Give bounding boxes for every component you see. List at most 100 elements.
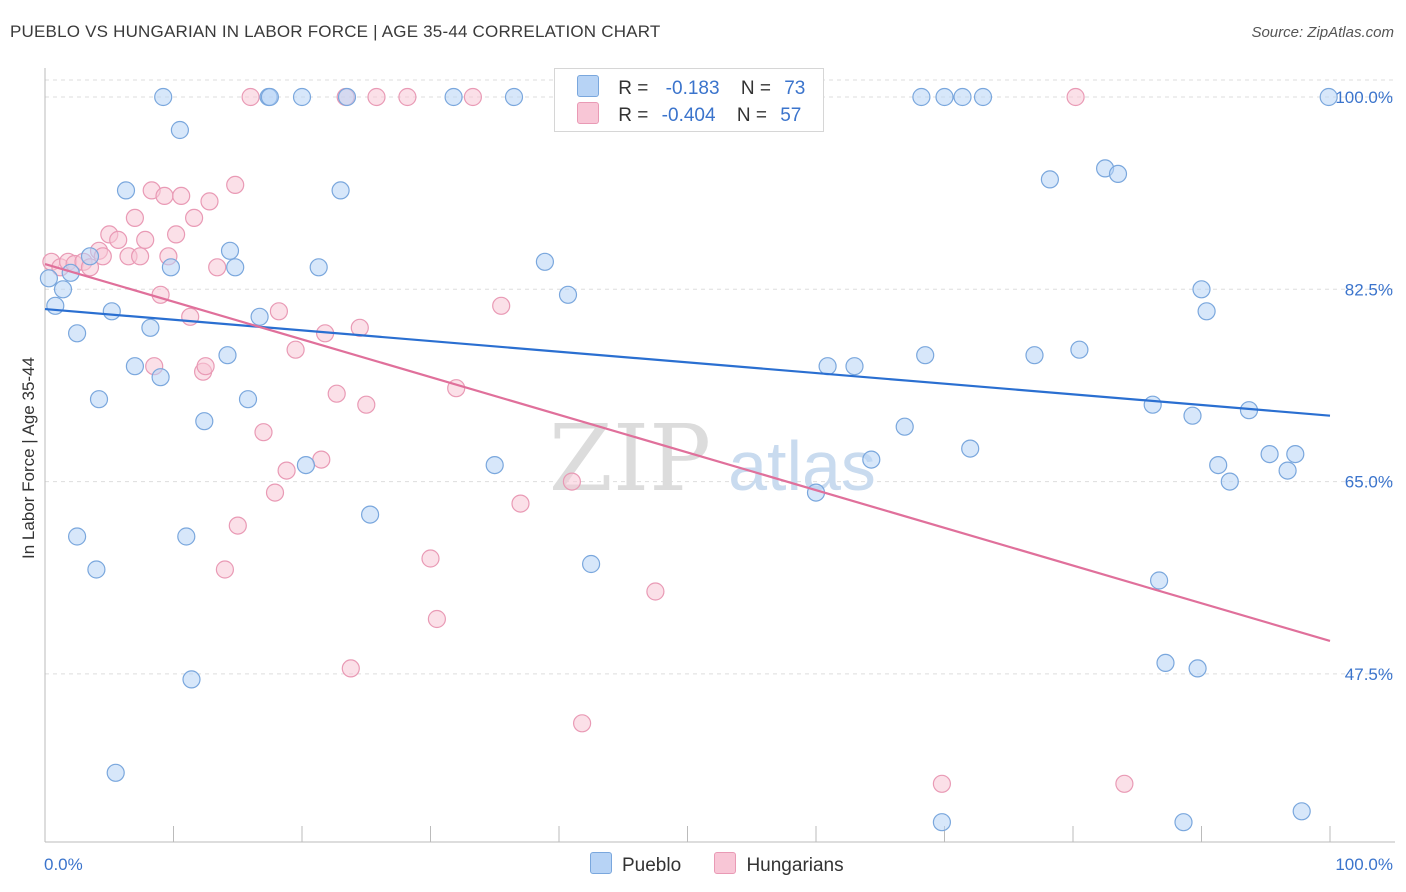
pueblo-point: [218, 346, 237, 365]
pueblo-point: [1278, 461, 1297, 480]
pueblo-point: [1260, 445, 1279, 464]
pueblo-point: [916, 346, 935, 365]
hungarians-legend-swatch: [714, 852, 737, 874]
hungarians-point: [269, 302, 288, 321]
pueblo-point: [581, 554, 601, 574]
legend-n-label: N =: [736, 105, 767, 126]
legend-label-pueblo: Pueblo: [622, 855, 682, 876]
legend-r-label: R =: [618, 78, 649, 99]
pueblo-point: [250, 307, 269, 326]
pueblo-point: [895, 417, 914, 436]
hungarians-point: [109, 230, 128, 249]
pueblo-point: [61, 263, 80, 282]
hungarians-point: [277, 461, 296, 480]
axes: [44, 68, 1395, 843]
hungarians-point: [572, 714, 592, 733]
pueblo-point: [1286, 445, 1305, 464]
hungarians-point: [125, 208, 144, 227]
hungarians-point: [463, 87, 482, 107]
hungarians-point: [511, 494, 530, 513]
hungarians-point: [185, 208, 204, 227]
hungarians-swatch: [577, 102, 599, 124]
pueblo-point: [1143, 395, 1162, 414]
chart-title: PUEBLO VS HUNGARIAN IN LABOR FORCE | AGE…: [10, 22, 661, 41]
pueblo-point: [296, 456, 315, 475]
legend-n-value: 73: [784, 78, 806, 99]
pueblo-point: [485, 456, 504, 475]
hungarians-point: [646, 582, 665, 601]
pueblo-point: [39, 269, 59, 288]
watermark-zip: ZIP: [549, 405, 711, 512]
hungarians-point: [265, 483, 285, 502]
y-tick-label: 100.0%: [1335, 88, 1393, 107]
legend-item-pueblo: Pueblo: [590, 852, 681, 877]
hungarians-point: [208, 258, 227, 277]
legend-r-value: -0.404: [661, 105, 716, 126]
legend-r-value: -0.183: [665, 78, 720, 99]
pueblo-point: [1174, 813, 1193, 832]
pueblo-point: [102, 302, 121, 321]
pueblo-trend-line: [44, 307, 1331, 417]
legend-n-label: N =: [740, 78, 771, 99]
hungarians-point: [200, 192, 219, 211]
hungarians-point: [226, 175, 245, 194]
pueblo-point: [260, 87, 279, 107]
hungarians-point: [492, 296, 511, 315]
hungarians-point: [1066, 87, 1085, 107]
y-tick-label: 47.5%: [1345, 665, 1393, 684]
pueblo-point: [125, 357, 144, 376]
legend-r-label: R =: [618, 105, 649, 126]
hungarians-point: [254, 423, 273, 442]
pueblo-point: [1149, 571, 1169, 590]
hungarians-point: [421, 549, 440, 568]
hungarians-point: [167, 225, 186, 244]
pueblo-point: [845, 357, 864, 376]
y-tick-label: 65.0%: [1345, 473, 1393, 492]
pueblo-point: [177, 527, 196, 546]
pueblo-point: [80, 247, 100, 266]
hungarians-point: [172, 186, 191, 205]
watermark: ZIP atlas: [549, 405, 876, 512]
gridlines: [45, 79, 1395, 675]
pueblo-point: [220, 241, 240, 260]
pueblo-point: [170, 120, 189, 140]
hungarians-point: [131, 247, 150, 266]
hungarians-point: [155, 186, 174, 205]
pueblo-point: [912, 87, 931, 107]
pueblo-point: [292, 87, 312, 107]
pueblo-point: [151, 368, 170, 387]
pueblo-point: [818, 357, 837, 376]
correlation-legend: R = -0.183 N = 73 R = -0.404 N = 57: [554, 68, 824, 132]
pueblo-point: [558, 285, 578, 304]
y-tick-label: 82.5%: [1345, 280, 1393, 299]
hungarians-point: [215, 560, 234, 579]
pueblo-swatch: [577, 75, 599, 97]
pueblo-point: [161, 258, 180, 277]
pueblo-point: [504, 87, 524, 107]
pueblo-legend-swatch: [590, 852, 612, 874]
hungarians-point: [228, 516, 247, 535]
legend-row-hungarians: R = -0.404 N = 57: [577, 102, 801, 128]
hungarians-point: [357, 395, 376, 414]
pueblo-points: [39, 87, 1338, 832]
pueblo-point: [1025, 346, 1044, 365]
pueblo-point: [154, 87, 173, 107]
pueblo-point: [238, 390, 258, 409]
pueblo-point: [535, 252, 555, 271]
hungarians-point: [1115, 774, 1134, 793]
pueblo-point: [106, 763, 125, 782]
pueblo-point: [141, 318, 160, 337]
pueblo-point: [331, 181, 350, 200]
y-axis-label: In Labor Force | Age 35-44: [19, 357, 38, 559]
pueblo-point: [53, 280, 73, 299]
pueblo-point: [87, 560, 106, 579]
pueblo-point: [1070, 340, 1089, 359]
x-tick-label: 100.0%: [1335, 855, 1393, 874]
hungarians-point: [327, 384, 346, 403]
pueblo-point: [1209, 456, 1228, 475]
pueblo-point: [862, 450, 881, 469]
pueblo-point: [89, 390, 109, 409]
hungarians-point: [181, 307, 200, 326]
hungarians-point: [932, 774, 952, 793]
